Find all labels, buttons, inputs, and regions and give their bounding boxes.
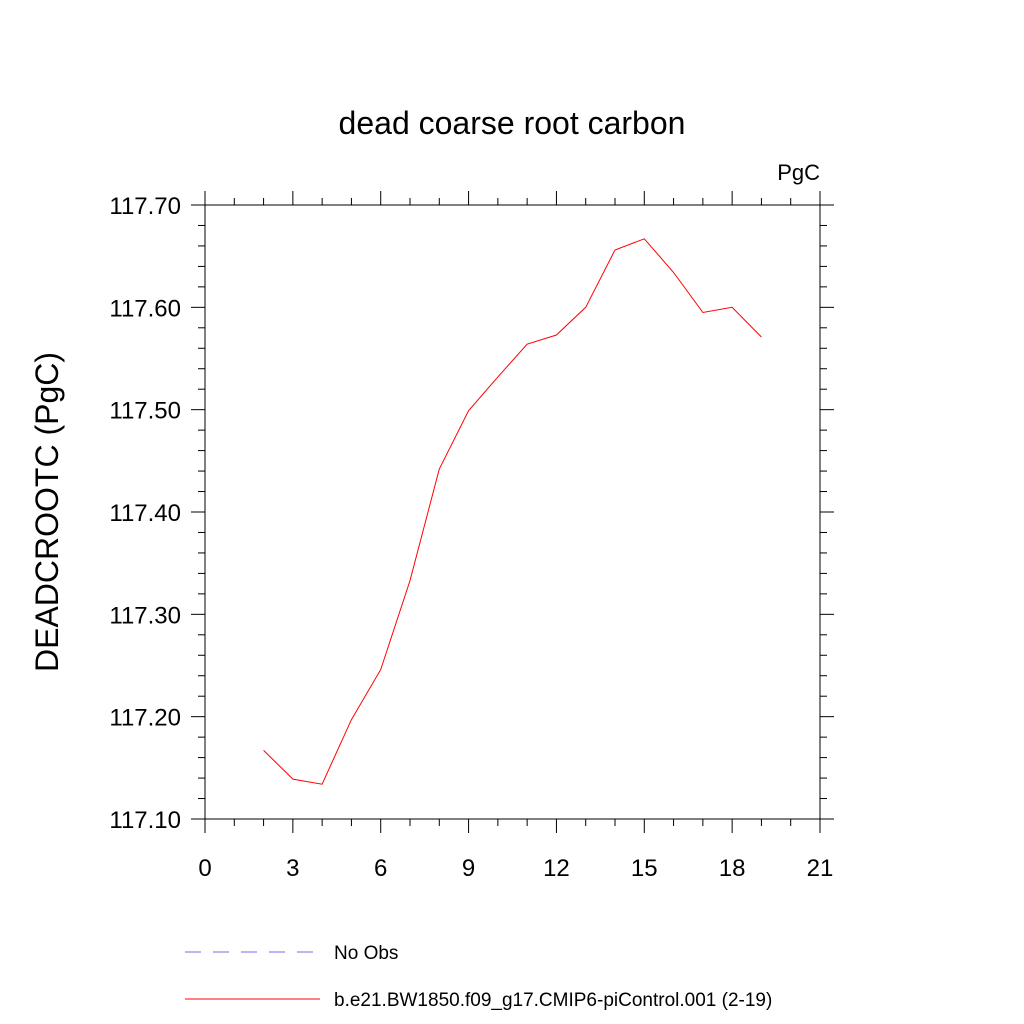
legend-label: No Obs <box>334 943 398 964</box>
chart-title: dead coarse root carbon <box>339 105 686 141</box>
y-tick-label: 117.50 <box>109 398 181 425</box>
legend: No Obs b.e21.BW1850.f09_g17.CMIP6-piContr… <box>185 943 772 1011</box>
y-axis: 117.10 117.20 117.30 117.40 117.50 117.60 117.… <box>109 193 834 834</box>
y-tick-label: 117.70 <box>109 193 181 220</box>
plot-frame <box>204 204 821 820</box>
x-tick-label: 15 <box>631 855 658 882</box>
y-axis-label: DEADCROOTC (PgC) <box>29 352 65 672</box>
x-tick-label: 12 <box>543 855 570 882</box>
series-layer <box>263 238 762 785</box>
legend-label: b.e21.BW1850.f09_g17.CMIP6-piControl.001… <box>334 990 772 1011</box>
x-tick-label: 21 <box>807 855 834 882</box>
series-line <box>263 238 762 785</box>
x-tick-label: 9 <box>462 855 475 882</box>
x-tick-label: 18 <box>719 855 746 882</box>
y-tick-label: 117.20 <box>109 705 181 732</box>
x-tick-label: 3 <box>286 855 299 882</box>
y-tick-label: 117.40 <box>109 500 181 527</box>
x-tick-label: 6 <box>374 855 387 882</box>
y-tick-label: 117.10 <box>109 807 181 834</box>
x-axis: 0 3 6 9 12 15 18 21 <box>198 191 833 882</box>
y-tick-label: 117.30 <box>109 602 181 629</box>
y-tick-label: 117.60 <box>109 295 181 322</box>
units-label: PgC <box>777 160 820 185</box>
x-tick-label: 0 <box>198 855 211 882</box>
